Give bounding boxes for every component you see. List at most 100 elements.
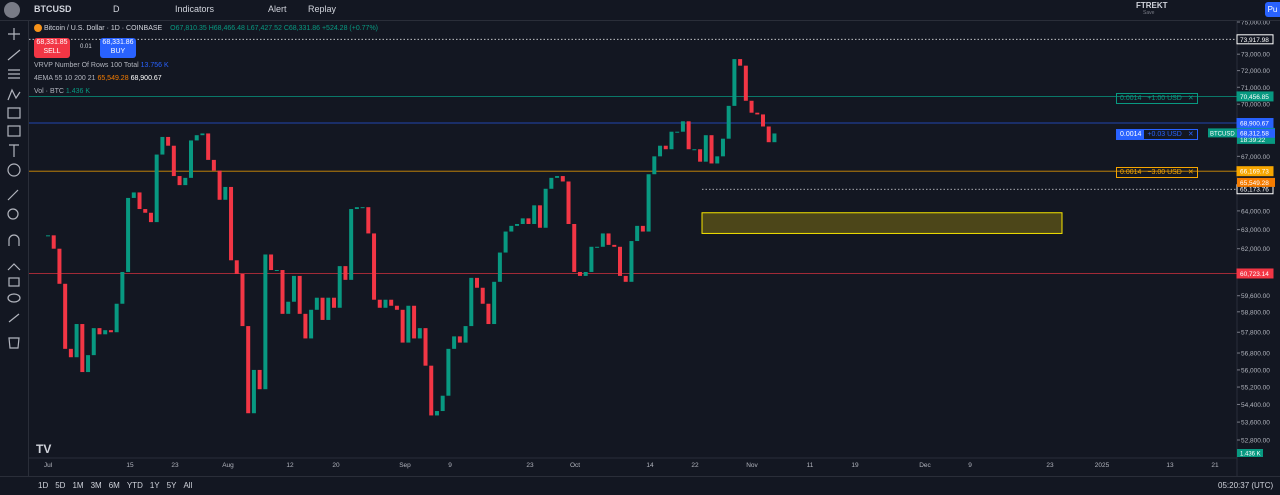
order-line[interactable]: 0.0014 −3.00 USD ✕ bbox=[1116, 167, 1198, 178]
crosshair-icon[interactable] bbox=[8, 28, 20, 40]
zoom-icon[interactable] bbox=[7, 208, 19, 220]
candle-body bbox=[309, 309, 314, 339]
replay-button[interactable]: Replay bbox=[308, 4, 337, 14]
vrvp-name: VRVP Number Of Rows 100 Total bbox=[34, 62, 139, 69]
range-button[interactable]: 1D bbox=[38, 481, 49, 490]
y-tick-label: 75,000.00 bbox=[1241, 21, 1270, 27]
candle-body bbox=[314, 297, 319, 310]
candle-body bbox=[532, 205, 537, 224]
hide-icon[interactable] bbox=[7, 293, 21, 303]
candle-body bbox=[515, 223, 520, 226]
order-pnl: −3.00 USD bbox=[1147, 169, 1182, 176]
symbol-search[interactable]: BTCUSD bbox=[34, 4, 72, 14]
price-level-label: 70,456.85 bbox=[1240, 94, 1269, 101]
candle-body bbox=[720, 138, 725, 157]
candle-body bbox=[618, 246, 622, 276]
x-tick-label: Sep bbox=[399, 462, 411, 469]
price-tag bbox=[1237, 177, 1275, 187]
text-icon[interactable] bbox=[9, 144, 19, 157]
range-button[interactable]: 5Y bbox=[166, 481, 177, 490]
shape-icon[interactable] bbox=[7, 125, 21, 137]
range-button[interactable]: 1M bbox=[72, 481, 84, 490]
x-tick-label: 19 bbox=[851, 462, 859, 469]
candle-body bbox=[274, 270, 279, 272]
candle-body bbox=[480, 287, 485, 304]
candle-body bbox=[332, 297, 336, 308]
candle-body bbox=[555, 176, 560, 178]
range-button[interactable]: 3M bbox=[90, 481, 102, 490]
interval[interactable]: D bbox=[113, 4, 120, 14]
candle-body bbox=[692, 149, 697, 151]
trendline-icon[interactable] bbox=[7, 49, 21, 61]
candle-body bbox=[503, 231, 508, 253]
indicators-button[interactable]: Indicators bbox=[175, 4, 215, 14]
candle-body bbox=[743, 65, 748, 101]
lock-icon[interactable] bbox=[8, 277, 20, 287]
avatar[interactable] bbox=[4, 2, 20, 18]
vrvp-total: 13.756 K bbox=[140, 62, 169, 69]
range-button[interactable]: 1Y bbox=[149, 481, 160, 490]
order-close[interactable]: ✕ bbox=[1187, 169, 1194, 176]
link-icon[interactable] bbox=[8, 313, 20, 323]
y-tick-label: 67,000.00 bbox=[1241, 154, 1270, 161]
candle-body bbox=[320, 297, 325, 320]
price-tag-label: 65,549.28 bbox=[1240, 180, 1269, 187]
candle-body bbox=[246, 326, 251, 414]
tradingview-logo[interactable]: TV bbox=[36, 442, 51, 456]
candle-body bbox=[108, 330, 113, 333]
candle-body bbox=[475, 277, 479, 288]
draw-mode-icon[interactable] bbox=[7, 263, 21, 271]
range-button[interactable]: 5D bbox=[55, 481, 66, 490]
range-button[interactable]: 6M bbox=[108, 481, 120, 490]
candle-body bbox=[709, 135, 714, 164]
candle-body bbox=[434, 411, 439, 416]
candle-body bbox=[51, 235, 56, 249]
candle-body bbox=[80, 324, 85, 373]
y-tick-label: 52,800.00 bbox=[1241, 438, 1270, 445]
range-button[interactable]: All bbox=[183, 481, 193, 490]
publish-button[interactable]: Pu bbox=[1265, 2, 1280, 17]
candle-body bbox=[509, 225, 514, 232]
candle-body bbox=[583, 271, 588, 276]
drawing-toolbar bbox=[0, 20, 29, 476]
range-button[interactable]: YTD bbox=[126, 481, 143, 490]
emoji-icon[interactable] bbox=[7, 163, 21, 177]
order-qty: 0.0014 bbox=[1120, 169, 1142, 176]
order-line[interactable]: 0.0014 +1.00 USD ✕ bbox=[1116, 93, 1198, 104]
candle-body bbox=[86, 355, 91, 373]
ruler-icon[interactable] bbox=[7, 189, 19, 201]
top-toolbar: BTCUSD D Indicators Alert Replay FTREKT … bbox=[0, 0, 1280, 21]
x-tick-label: 22 bbox=[691, 462, 699, 469]
candle-body bbox=[337, 266, 342, 308]
layout-name[interactable]: FTREKT bbox=[1136, 1, 1168, 10]
pattern-icon[interactable] bbox=[7, 88, 21, 101]
spread: 0.01 bbox=[80, 44, 92, 50]
candle-body bbox=[640, 225, 645, 232]
candle-body bbox=[400, 309, 405, 343]
x-tick-label: 9 bbox=[448, 462, 452, 469]
buy-button[interactable]: 68,331.86 BUY bbox=[100, 38, 136, 58]
ema-value-1: 65,549.28 bbox=[97, 75, 129, 82]
x-tick-label: 14 bbox=[646, 462, 654, 469]
zone-box bbox=[701, 212, 1063, 234]
candle-body bbox=[526, 218, 531, 224]
order-line[interactable]: 0.0014 +0.03 USD ✕ bbox=[1116, 129, 1198, 140]
sell-button[interactable]: 68,331.85 SELL bbox=[34, 38, 70, 58]
price-level-tag bbox=[1236, 166, 1274, 177]
candle-body bbox=[177, 176, 182, 186]
magnet-icon[interactable] bbox=[8, 234, 20, 246]
forecast-icon[interactable] bbox=[7, 107, 21, 119]
vrvp-legend: VRVP Number Of Rows 100 Total 13.756 K bbox=[34, 62, 169, 69]
vol-name: Vol · BTC bbox=[34, 88, 64, 95]
order-close[interactable]: ✕ bbox=[1187, 95, 1194, 102]
candle-body bbox=[577, 271, 582, 276]
candle-body bbox=[652, 156, 657, 175]
volume-legend: Vol · BTC 1.436 K bbox=[34, 88, 90, 95]
trash-icon[interactable] bbox=[8, 337, 20, 349]
order-close[interactable]: ✕ bbox=[1184, 130, 1197, 139]
alert-button[interactable]: Alert bbox=[268, 4, 287, 14]
candle-body bbox=[658, 145, 663, 157]
fib-icon[interactable] bbox=[8, 69, 20, 79]
candle-body bbox=[372, 233, 377, 300]
